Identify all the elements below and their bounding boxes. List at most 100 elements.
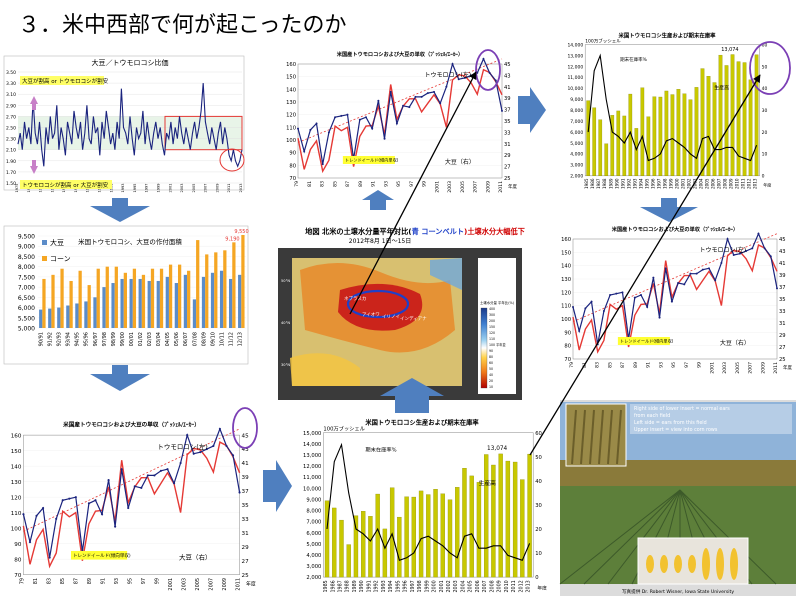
x-tick-label: 1994: [638, 178, 643, 189]
x-tick-label: 2008: [723, 178, 728, 189]
y-tick-right: 60: [535, 431, 542, 437]
y-tick-left: 13,000: [567, 53, 583, 59]
x-tick-label: 1998: [662, 178, 667, 189]
x-tick-label: 79: [569, 362, 575, 368]
corn-point: [776, 287, 778, 290]
corn-point: [140, 486, 143, 489]
y-tick-left: 3,000: [570, 163, 583, 169]
x-tick-label: 1994: [388, 580, 394, 592]
soybean-line: [297, 68, 503, 174]
corn-point: [159, 469, 163, 472]
chart-title: 米国トウモロコシ生産および期末在庫率: [365, 417, 479, 426]
x-tick-label: 91/92: [48, 332, 54, 346]
y-tick-right: 29: [779, 333, 786, 339]
x-tick-label: 97: [141, 578, 147, 584]
bar-production: [616, 110, 621, 176]
x-tick-label: 2005: [195, 578, 201, 591]
legend-label: 100 平年並: [489, 342, 506, 347]
x-tick-label: 1986: [330, 580, 336, 592]
y-tick-left: 70: [564, 357, 571, 363]
legend-swatch-soybean: [42, 240, 47, 245]
y-tick-left: 10,000: [303, 486, 321, 492]
y-tick-label: 5,000: [18, 326, 35, 333]
corn-point: [358, 118, 361, 121]
x-unit: 年度: [508, 183, 517, 190]
photo-caption: Left side = ears from this field: [634, 420, 707, 426]
x-tick-label: 99: [155, 578, 161, 584]
crop-row: [607, 489, 681, 585]
x-tick-label: 87: [73, 578, 79, 584]
y-axis-label: 100万ブッシェル: [585, 38, 621, 45]
yield-chart-right: 米国産トウモロコシおよび大豆の単収（ﾌﾞｯｼｪﾙ/ｴｰｶｰ） 160 150 140 1…: [555, 225, 795, 375]
x-tick-label: 1993: [632, 178, 637, 189]
y-tick-left: 8,000: [570, 108, 583, 114]
bar-production: [640, 87, 645, 176]
x-tick-label: 1988: [345, 580, 351, 592]
x-tick-label: 08/09: [201, 332, 207, 346]
x-tick-label: 1990: [614, 178, 619, 189]
bar-production: [664, 90, 669, 176]
y-tick-right: 45: [504, 62, 511, 68]
production-label: 生産高: [714, 85, 729, 92]
map-title-part-2: コーンベルト: [421, 227, 464, 236]
yield-chart-bottom: 米国産トウモロコシおよび大豆の単収（ﾌﾞｯｼｪﾙ/ｴｰｶｰ） 160 150 140 1…: [4, 407, 259, 592]
y-tick-label: 8,500: [18, 254, 35, 261]
bar-corn: [187, 270, 191, 328]
corn-point: [377, 99, 380, 102]
map-south-zone: [290, 353, 360, 386]
corn-point: [146, 474, 149, 477]
stock-ratio-line: [587, 53, 758, 162]
crop-row: [583, 489, 681, 585]
x-tick-label: 2002: [686, 178, 691, 189]
corn-point: [153, 474, 156, 477]
photo-caption: Upper insert = view into corn rows: [634, 427, 718, 433]
bar-soybean: [129, 278, 133, 328]
corn-point: [303, 150, 306, 153]
x-tick-label: 1989: [352, 580, 358, 592]
corn-point: [714, 279, 717, 282]
bar-soybean: [84, 301, 88, 328]
x-tick-label: 1975: [15, 184, 19, 193]
y-tick-right: 33: [779, 309, 786, 315]
legend-label: 200: [489, 319, 495, 323]
x-tick-label: 91: [371, 181, 377, 187]
lat-label: 50°N: [281, 279, 290, 283]
x-tick-label: 2003: [453, 580, 459, 592]
bar-corn: [177, 264, 182, 328]
legend-corn: コーン: [50, 255, 71, 263]
x-tick-label: 1998: [417, 580, 423, 592]
corn-point: [225, 444, 228, 448]
x-tick-label: 2013: [239, 184, 243, 193]
corn-point: [35, 514, 38, 517]
y-tick-left: 100: [286, 138, 296, 144]
connector-arrows: [349, 71, 761, 456]
x-tick-label: 2011: [773, 362, 779, 374]
corn-label: トウモロコシ(左): [157, 442, 207, 451]
x-tick-label: 2005: [735, 362, 741, 374]
corn-point: [218, 427, 221, 430]
stalk: [580, 409, 586, 465]
x-tick-label: 1990: [359, 580, 365, 592]
x-tick-label: 2013: [753, 178, 758, 189]
bar-soybean: [102, 287, 106, 328]
map-title-part-3: )土壌水分大幅低下: [464, 227, 525, 236]
bar-production: [332, 507, 337, 578]
corn-point: [494, 79, 497, 82]
x-tick-label: 1999: [668, 178, 673, 189]
corn-point: [28, 541, 32, 544]
bar-corn: [96, 268, 100, 328]
corn-point: [757, 232, 760, 235]
corn-point: [120, 468, 123, 471]
bar-corn: [132, 268, 137, 328]
corn-label: トウモロコシ(左): [699, 246, 746, 254]
bar-production: [447, 499, 453, 578]
y-tick-label: 9,500: [18, 234, 35, 241]
legend-soybean: 大豆: [50, 238, 64, 247]
x-tick-label: 1995: [644, 178, 649, 189]
x-tick-label: 1997: [410, 580, 416, 592]
bar-production: [462, 468, 467, 578]
y-tick-right: 39: [504, 96, 511, 102]
y-tick-right: 27: [242, 559, 250, 565]
corn-point: [212, 444, 215, 448]
x-tick-label: 1996: [650, 178, 655, 189]
